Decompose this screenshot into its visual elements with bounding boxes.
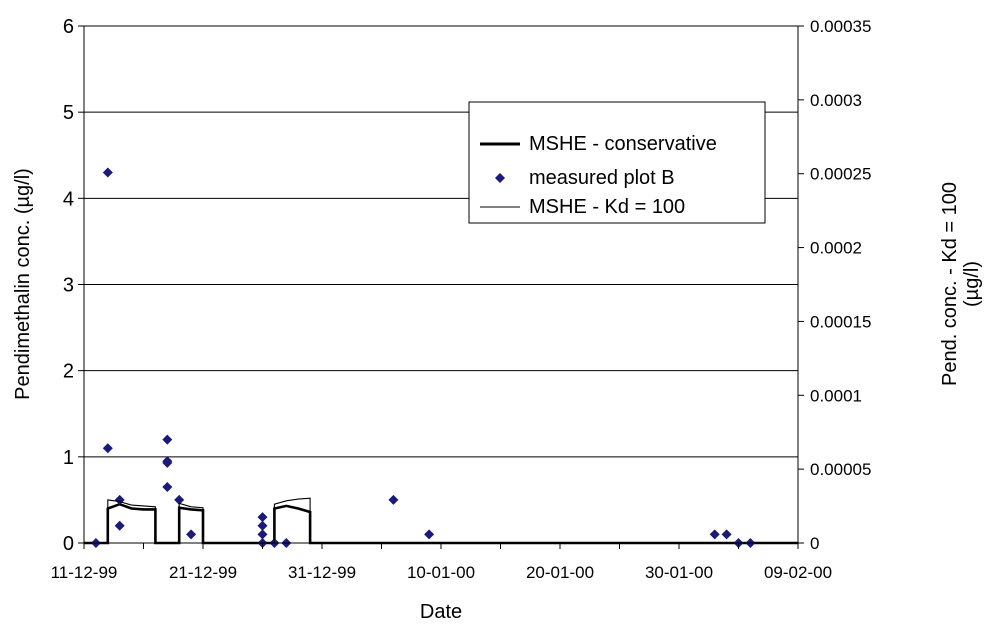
x-tick-label: 09-02-00 [764, 563, 832, 582]
data-point [162, 434, 173, 445]
data-series [84, 167, 798, 548]
x-tick-label: 20-01-00 [526, 563, 594, 582]
data-point [257, 512, 268, 523]
x-tick-label: 11-12-99 [51, 563, 118, 582]
y2-tick-label: 0 [810, 534, 819, 553]
y-axis-label: Pendimethalin conc. (µg/l) [12, 168, 34, 400]
data-point [162, 481, 173, 492]
data-point [257, 520, 268, 531]
legend: MSHE - conservative measured plot B MSHE -… [468, 101, 766, 224]
y-tick-label: 5 [63, 102, 74, 124]
legend-label: measured plot B [529, 167, 675, 189]
data-point [102, 443, 113, 454]
data-point [162, 457, 173, 468]
y2-axis-label-line1: Pend. conc. - Kd = 100 [939, 182, 961, 386]
y-tick-label: 3 [63, 275, 74, 297]
data-point [709, 529, 720, 540]
data-point [388, 494, 399, 505]
x-tick-label: 31-12-99 [288, 563, 356, 582]
y-tick-label: 4 [63, 188, 74, 210]
data-point [424, 529, 435, 540]
y2-tick-label: 0.00015 [810, 312, 871, 331]
y-tick-label: 2 [63, 361, 74, 383]
x-tick-label: 21-12-99 [169, 563, 237, 582]
data-point [114, 520, 125, 531]
data-point [721, 529, 732, 540]
x-tick-label: 10-01-00 [407, 563, 475, 582]
y2-tick-label: 0.00035 [810, 17, 871, 36]
legend-box [468, 101, 766, 224]
y2-tick-label: 0.00025 [810, 165, 871, 184]
x-axis: 11-12-99 21-12-99 31-12-99 10-01-00 20-01-00… [51, 543, 832, 582]
y2-tick-label: 0.0002 [810, 239, 862, 258]
legend-label: MSHE - conservative [529, 133, 717, 155]
data-point [102, 167, 113, 178]
data-point [174, 494, 185, 505]
right-axis: 0 0.00005 0.0001 0.00015 0.0002 0.00025 0.0003… [798, 17, 871, 553]
y2-axis-label-line2: (µg/l) [961, 261, 983, 307]
data-point [257, 529, 268, 540]
y2-tick-label: 0.0003 [810, 91, 862, 110]
series-line [84, 502, 798, 545]
y-tick-label: 6 [63, 16, 74, 38]
legend-marker [495, 173, 505, 183]
series-line [84, 497, 798, 544]
y-tick-label: 0 [63, 533, 74, 555]
data-point [186, 529, 197, 540]
data-point [114, 494, 125, 505]
y2-tick-label: 0.00005 [810, 460, 871, 479]
x-axis-label: Date [420, 601, 462, 623]
left-axis: 0 1 2 3 4 5 6 [63, 16, 84, 555]
legend-label: MSHE - Kd = 100 [529, 196, 685, 218]
x-tick-label: 30-01-00 [645, 563, 713, 582]
y2-tick-label: 0.0001 [810, 386, 862, 405]
y-tick-label: 1 [63, 447, 74, 469]
